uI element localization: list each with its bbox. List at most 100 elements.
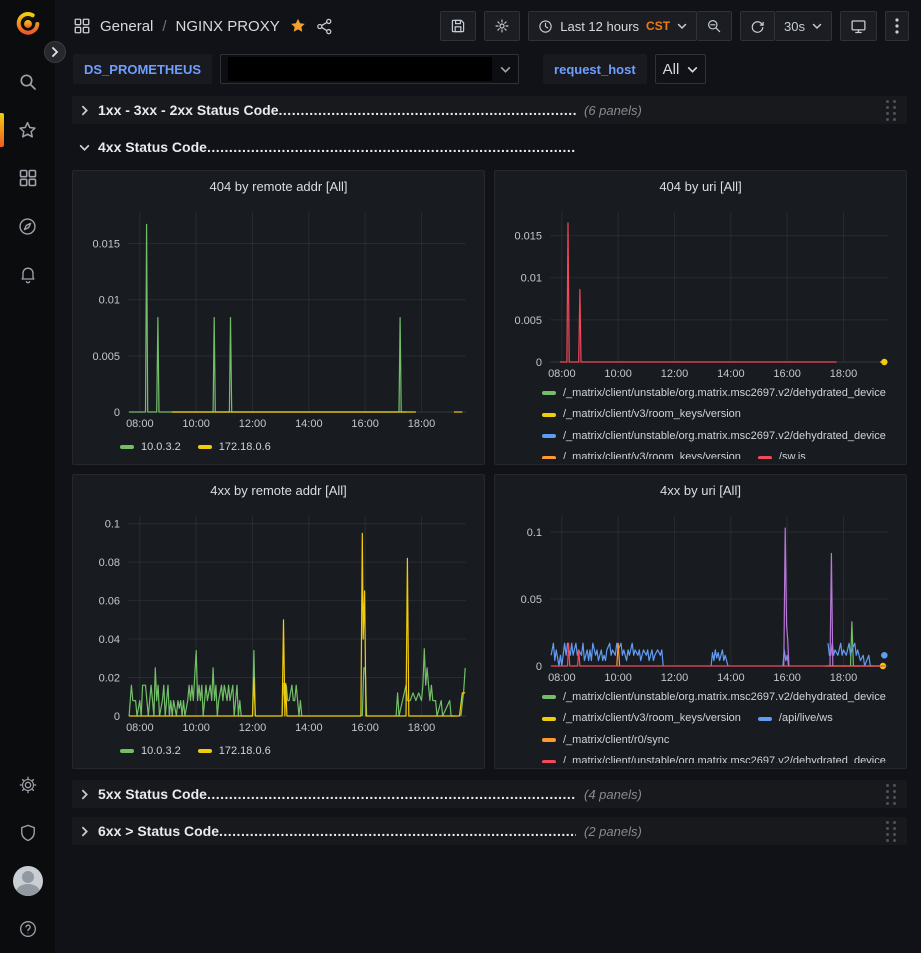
legend-item[interactable]: /api/live/ws bbox=[757, 708, 833, 729]
legend-label: 10.0.3.2 bbox=[141, 440, 181, 453]
zoom-out-icon bbox=[708, 20, 721, 33]
sidebar-item-server-admin[interactable] bbox=[0, 809, 55, 857]
sidebar-item-alerting[interactable] bbox=[0, 250, 55, 298]
legend-item[interactable]: /_matrix/client/unstable/org.matrix.msc2… bbox=[542, 751, 886, 763]
chevron-right-icon bbox=[79, 789, 90, 800]
favorite-star-icon[interactable] bbox=[289, 17, 307, 35]
refresh-interval-dropdown[interactable]: 30s bbox=[775, 11, 832, 41]
legend-item[interactable]: /_matrix/client/unstable/org.matrix.msc2… bbox=[542, 687, 886, 708]
sidebar-item-starred[interactable] bbox=[0, 106, 55, 154]
dashboard-settings-button[interactable] bbox=[484, 11, 521, 41]
row-panel-count: (6 panels) bbox=[584, 102, 642, 118]
panel-title[interactable]: 4xx by remote addr [All] bbox=[210, 483, 347, 498]
sidebar-item-search[interactable] bbox=[0, 58, 55, 106]
sidebar-item-user-profile[interactable] bbox=[0, 857, 55, 905]
time-range-picker[interactable]: Last 12 hours CST bbox=[528, 11, 698, 41]
time-picker-group: Last 12 hours CST bbox=[528, 11, 733, 41]
svg-text:12:00: 12:00 bbox=[661, 672, 689, 684]
legend-swatch bbox=[757, 455, 772, 459]
kebab-menu-icon bbox=[895, 18, 899, 34]
svg-text:08:00: 08:00 bbox=[548, 368, 576, 380]
time-range-label: Last 12 hours bbox=[560, 18, 640, 34]
grafana-logo[interactable] bbox=[0, 0, 55, 48]
legend-label: /_matrix/client/v3/room_keys/version bbox=[563, 451, 741, 459]
refresh-interval-value: 30s bbox=[784, 18, 805, 34]
svg-text:16:00: 16:00 bbox=[351, 418, 379, 430]
row-header-6xx[interactable]: 6xx > Status Code ......................… bbox=[72, 817, 907, 845]
time-series-chart[interactable]: 08:00 10:00 12:00 14:00 16:00 18:00 0 0.005 0.01… bbox=[504, 202, 897, 382]
svg-text:08:00: 08:00 bbox=[548, 672, 576, 684]
sidebar-item-configuration[interactable] bbox=[0, 761, 55, 809]
svg-text:0.1: 0.1 bbox=[527, 527, 542, 539]
row-header-4xx[interactable]: 4xx Status Code ........................… bbox=[72, 133, 907, 161]
svg-text:10:00: 10:00 bbox=[604, 672, 632, 684]
panel-title[interactable]: 4xx by uri [All] bbox=[660, 483, 741, 498]
legend-label: 172.18.0.6 bbox=[218, 440, 271, 453]
row-header-5xx[interactable]: 5xx Status Code ........................… bbox=[72, 780, 907, 808]
request-host-variable-select[interactable]: All bbox=[654, 54, 707, 84]
more-options-kebab-button[interactable] bbox=[885, 11, 909, 41]
main-area: General / NGINX PROXY bbox=[55, 0, 921, 953]
legend-swatch bbox=[120, 749, 134, 753]
svg-text:0.015: 0.015 bbox=[514, 231, 542, 243]
zoom-out-time-button[interactable] bbox=[697, 11, 733, 41]
time-series-chart[interactable]: 08:00 10:00 12:00 14:00 16:00 18:00 0 0.005 0.01… bbox=[82, 202, 475, 432]
time-series-chart[interactable]: 08:00 10:00 12:00 14:00 16:00 18:00 0 0.05 0.1 bbox=[504, 506, 897, 686]
svg-text:0.05: 0.05 bbox=[521, 594, 542, 606]
chevron-right-icon bbox=[79, 826, 90, 837]
sidebar-item-explore[interactable] bbox=[0, 202, 55, 250]
svg-text:10:00: 10:00 bbox=[182, 418, 210, 430]
legend-item[interactable]: /_matrix/client/unstable/org.matrix.msc2… bbox=[542, 383, 886, 404]
share-icon[interactable] bbox=[316, 18, 333, 35]
legend-item[interactable]: /_matrix/client/unstable/org.matrix.msc2… bbox=[542, 426, 886, 447]
breadcrumb-section[interactable]: General bbox=[100, 17, 154, 35]
legend-item[interactable]: 172.18.0.6 bbox=[197, 741, 271, 762]
legend-label: /_matrix/client/unstable/org.matrix.msc2… bbox=[563, 386, 886, 399]
row-header-1xx-3xx-2xx[interactable]: 1xx - 3xx - 2xx Status Code ............… bbox=[72, 96, 907, 124]
legend-item[interactable]: 10.0.3.2 bbox=[120, 741, 181, 762]
legend-item[interactable]: /_matrix/client/v3/room_keys/version bbox=[542, 708, 741, 729]
chevron-down-icon bbox=[812, 23, 822, 30]
legend-item[interactable]: /_matrix/client/v3/room_keys/version bbox=[542, 447, 741, 459]
panel-title[interactable]: 404 by uri [All] bbox=[659, 179, 742, 194]
panel-legend: /_matrix/client/unstable/org.matrix.msc2… bbox=[504, 686, 897, 763]
breadcrumb-dashboard-title[interactable]: NGINX PROXY bbox=[175, 17, 280, 35]
request-host-variable-value: All bbox=[662, 60, 680, 78]
row-title-dots: ........................................… bbox=[219, 823, 576, 839]
legend-item[interactable]: /sw.js bbox=[757, 447, 806, 459]
request-host-variable-label[interactable]: request_host bbox=[543, 54, 647, 84]
time-series-chart[interactable]: 08:00 10:00 12:00 14:00 16:00 18:00 0 0.02 0.04 0… bbox=[82, 506, 475, 736]
svg-text:0.02: 0.02 bbox=[99, 673, 120, 685]
legend-label: /_matrix/client/r0/sync bbox=[563, 733, 670, 746]
expand-sidebar-button[interactable] bbox=[44, 41, 66, 63]
row-drag-handle[interactable] bbox=[886, 99, 900, 121]
legend-label: 10.0.3.2 bbox=[141, 744, 181, 757]
svg-text:08:00: 08:00 bbox=[126, 722, 154, 734]
sidebar-item-help[interactable] bbox=[0, 905, 55, 953]
legend-swatch bbox=[542, 391, 556, 395]
clock-icon bbox=[539, 19, 552, 33]
legend-item[interactable]: /_matrix/client/v3/room_keys/version bbox=[542, 404, 741, 425]
row-drag-handle[interactable] bbox=[886, 783, 900, 805]
legend-item[interactable]: 10.0.3.2 bbox=[120, 437, 181, 458]
legend-swatch bbox=[542, 434, 556, 438]
row-drag-handle[interactable] bbox=[886, 820, 900, 842]
sidebar-item-dashboards[interactable] bbox=[0, 154, 55, 202]
tv-mode-button[interactable] bbox=[840, 11, 877, 41]
svg-text:0.005: 0.005 bbox=[92, 351, 120, 363]
legend-item[interactable]: /_matrix/client/r0/sync bbox=[542, 730, 669, 751]
panel-grid: 404 by remote addr [All] 08:00 10:00 12:00… bbox=[72, 170, 907, 769]
legend-item[interactable]: 172.18.0.6 bbox=[197, 437, 271, 458]
svg-text:14:00: 14:00 bbox=[717, 672, 745, 684]
datasource-variable-label[interactable]: DS_PROMETHEUS bbox=[73, 54, 213, 84]
refresh-dashboard-button[interactable] bbox=[740, 11, 776, 41]
svg-text:18:00: 18:00 bbox=[408, 418, 436, 430]
save-dashboard-button[interactable] bbox=[440, 11, 477, 41]
datasource-variable-select[interactable] bbox=[220, 54, 520, 84]
panel-title[interactable]: 404 by remote addr [All] bbox=[209, 179, 348, 194]
legend-label: /_matrix/client/v3/room_keys/version bbox=[563, 408, 741, 420]
chevron-right-icon bbox=[79, 105, 90, 116]
svg-text:10:00: 10:00 bbox=[604, 368, 632, 380]
search-icon bbox=[19, 74, 36, 90]
svg-text:16:00: 16:00 bbox=[773, 368, 801, 380]
